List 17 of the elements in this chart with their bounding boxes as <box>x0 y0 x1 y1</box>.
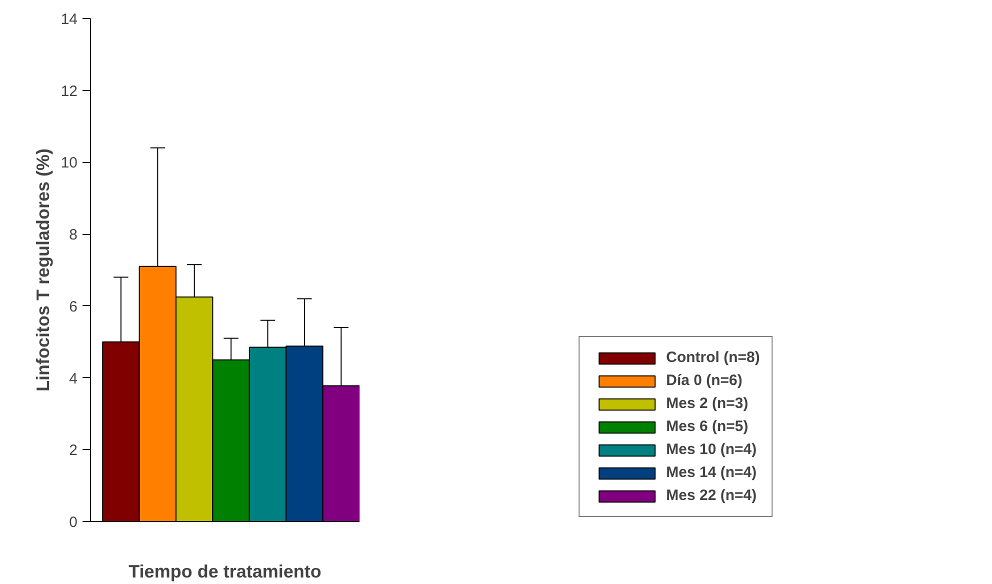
y-axis-title: Linfocitos T reguladores (%) <box>32 148 53 392</box>
x-axis-title: Tiempo de tratamiento <box>128 562 322 582</box>
y-tick-label: 14 <box>60 11 78 28</box>
y-tick-label: 10 <box>60 154 78 172</box>
y-tick-label: 6 <box>69 298 78 316</box>
legend-label: Mes 10 (n=4) <box>666 441 757 458</box>
legend-label: Mes 6 (n=5) <box>666 418 748 435</box>
y-tick-label: 2 <box>69 442 78 460</box>
legend-label: Mes 2 (n=3) <box>666 395 748 412</box>
y-tick-label: 0 <box>69 514 78 531</box>
legend-label: Control (n=8) <box>666 349 760 366</box>
y-tick-label: 12 <box>60 82 78 100</box>
y-tick-label: 8 <box>69 226 78 244</box>
y-tick-label: 4 <box>69 370 78 388</box>
legend-label: Mes 22 (n=4) <box>666 487 757 504</box>
legend-label: Mes 14 (n=4) <box>666 464 757 481</box>
legend-label: Día 0 (n=6) <box>666 372 742 389</box>
